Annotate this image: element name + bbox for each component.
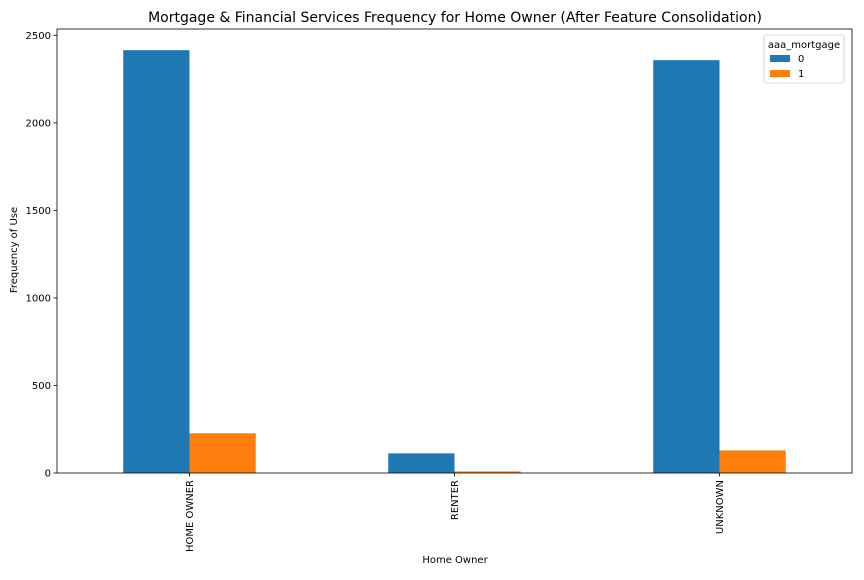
legend-label-0: 0: [798, 54, 804, 65]
y-axis-label: Frequency of Use: [9, 207, 20, 293]
plot-area: [56, 28, 853, 474]
x-tick-label: HOME OWNER: [185, 480, 196, 552]
legend-swatch-0: [770, 55, 790, 62]
x-tick-label: RENTER: [450, 480, 461, 520]
y-tick-label: 500: [32, 381, 51, 392]
legend-label-1: 1: [798, 69, 804, 80]
x-tick-label: UNKNOWN: [715, 480, 726, 534]
bar-unknown-series-1: [719, 450, 786, 473]
legend-title: aaa_mortgage: [768, 40, 840, 51]
chart-title: Mortgage & Financial Services Frequency …: [148, 10, 762, 26]
bar-home-owner-series-0: [123, 50, 190, 474]
bar-unknown-series-0: [653, 60, 720, 473]
y-tick-label: 0: [45, 469, 51, 480]
y-tick-label: 2500: [26, 31, 51, 42]
x-axis: HOME OWNER RENTER UNKNOWN: [185, 473, 726, 552]
y-tick-label: 1500: [26, 206, 51, 217]
bar-renter-series-1: [454, 471, 521, 473]
bar-renter-series-0: [388, 453, 455, 473]
bar-home-owner-series-1: [189, 433, 256, 473]
y-tick-label: 2000: [26, 118, 51, 129]
legend-swatch-1: [770, 70, 790, 77]
y-tick-label: 1000: [26, 293, 51, 304]
legend: aaa_mortgage 0 1: [763, 34, 845, 84]
y-axis: 0 500 1000 1500 2000 2500: [26, 31, 57, 480]
x-axis-label: Home Owner: [422, 555, 488, 566]
